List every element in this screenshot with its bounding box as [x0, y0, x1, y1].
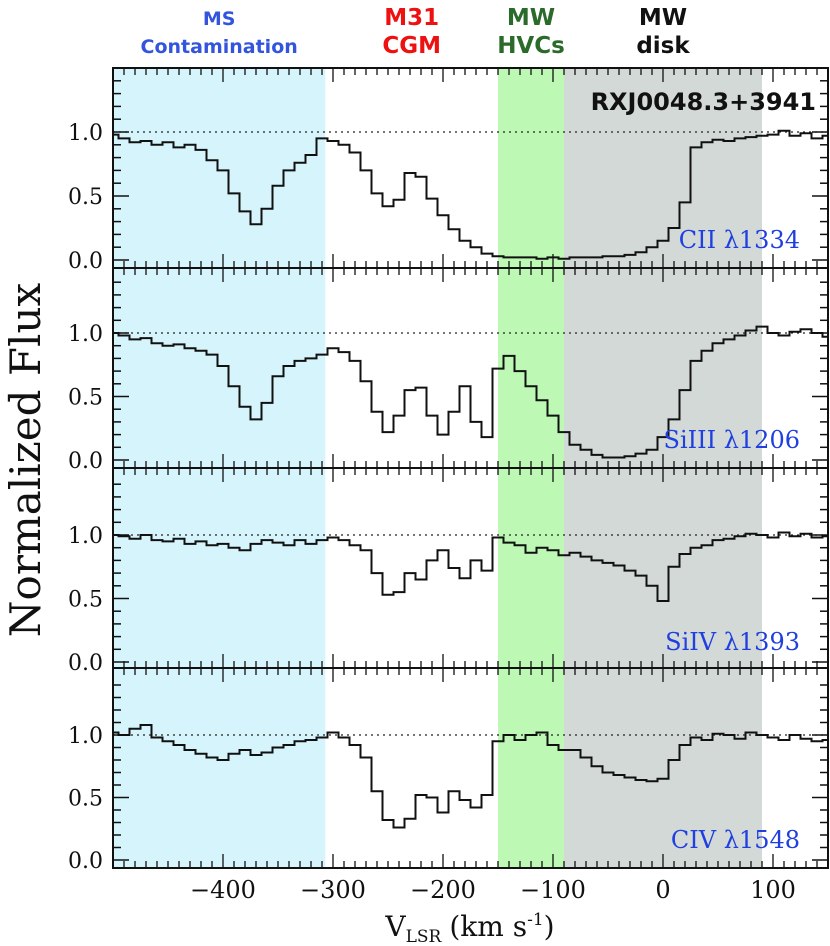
y-tick-label: 1.0 [68, 322, 103, 347]
object-name: RXJ0048.3+3941 [591, 88, 816, 116]
spectrum-line-3 [113, 724, 828, 829]
axis-ticks [112, 68, 829, 868]
region-header-1-line-1: CGM [382, 33, 441, 59]
region-header-2-line-1: HVCs [497, 33, 565, 59]
y-tick-label: 0.0 [68, 849, 103, 874]
x-tick-label: 0 [655, 876, 670, 904]
y-axis-label: Normalized Flux [1, 282, 50, 637]
y-tick-label: 0.5 [68, 386, 103, 411]
region-header-3-line-0: MW [639, 5, 687, 31]
ion-label-1: SiIII λ1206 [664, 426, 800, 454]
y-tick-label: 0.0 [68, 651, 103, 676]
tick-labels: 0.0 0.5 1.0 0.0 0.5 1.0 0.0 0.5 1.0 0.0 0.5 1.0 −400… [68, 121, 796, 904]
spectrum-line-0 [113, 129, 828, 260]
y-tick-label: 0.0 [68, 249, 103, 274]
x-tick-label: −100 [520, 876, 586, 904]
x-axis-label-exp: -1 [527, 910, 544, 930]
region-header-0-line-1: Contamination [141, 36, 298, 58]
spectrum-line-1 [113, 325, 828, 459]
region-header-2-line-0: MW [507, 5, 555, 31]
ion-label-2: SiIV λ1393 [665, 628, 800, 656]
y-tick-label: 0.0 [68, 449, 103, 474]
ion-label-0: CII λ1334 [679, 226, 800, 254]
panel-frame-3 [112, 667, 829, 869]
panel-frames [112, 67, 829, 869]
x-axis-label: VLSR (km s-1) [384, 910, 554, 946]
x-tick-label: −400 [190, 876, 256, 904]
x-tick-label: −300 [300, 876, 366, 904]
x-tick-label: −200 [410, 876, 476, 904]
x-axis-label-main: V [384, 910, 406, 943]
x-axis-label-close: ) [544, 910, 555, 943]
y-tick-label: 0.5 [68, 787, 103, 812]
y-tick-label: 1.0 [68, 724, 103, 749]
y-tick-label: 0.5 [68, 588, 103, 613]
region-header-3-line-1: disk [636, 33, 690, 59]
y-tick-label: 1.0 [68, 121, 103, 146]
spectrum-line-2 [113, 531, 828, 602]
x-axis-label-sub: LSR [406, 927, 443, 946]
x-axis-label-units: (km s [449, 910, 527, 943]
y-tick-label: 1.0 [68, 524, 103, 549]
ion-label-3: CIV λ1548 [671, 826, 800, 854]
ion-labels: CII λ1334 SiIII λ1206 SiIV λ1393 CIV λ1548 [664, 226, 800, 854]
y-tick-label: 0.5 [68, 185, 103, 210]
x-tick-label: 100 [750, 876, 796, 904]
continuum-lines [113, 131, 828, 736]
spectrum-lines [113, 129, 828, 829]
absorption-fills [325, 132, 498, 735]
region-header-1-line-0: M31 [384, 5, 439, 31]
region-header-0-line-0: MS [203, 8, 236, 30]
